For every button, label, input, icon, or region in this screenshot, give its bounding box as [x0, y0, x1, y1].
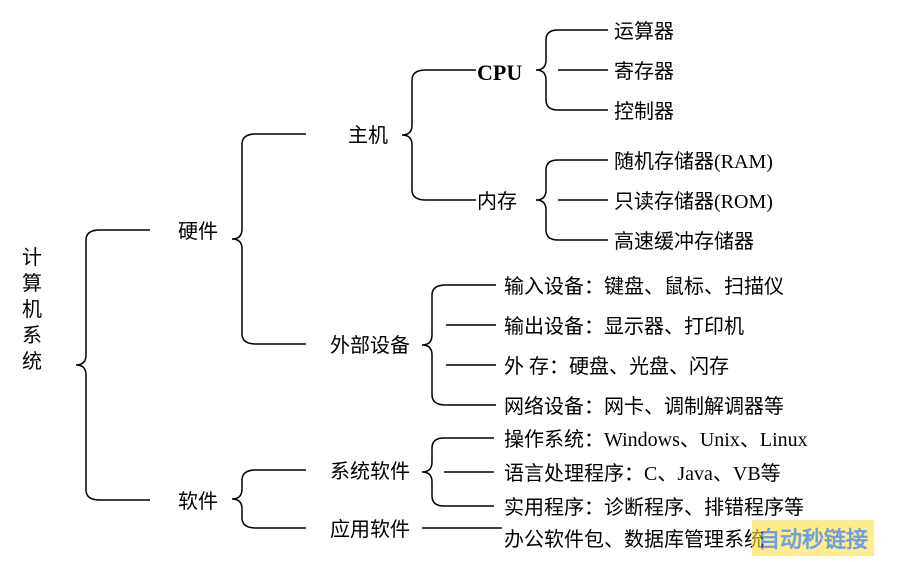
leaf-office: 办公软件包、数据库管理系统	[504, 528, 764, 552]
node-hardware: 硬件	[178, 220, 218, 244]
leaf-alu: 运算器	[614, 20, 674, 44]
node-peripheral: 外部设备	[330, 334, 410, 358]
node-memory: 内存	[477, 190, 517, 214]
root-char-2: 机	[22, 297, 42, 323]
root-char-0: 计	[22, 245, 42, 271]
node-cpu: CPU	[477, 60, 522, 86]
leaf-net: 网络设备：网卡、调制解调器等	[504, 395, 784, 419]
root-char-4: 统	[22, 349, 42, 375]
leaf-ram: 随机存储器(RAM)	[614, 150, 773, 174]
node-host: 主机	[348, 124, 388, 148]
node-sys-soft: 系统软件	[330, 460, 410, 484]
leaf-output: 输出设备：显示器、打印机	[504, 315, 744, 339]
leaf-cache: 高速缓冲存储器	[614, 230, 754, 254]
leaf-lang: 语言处理程序：C、Java、VB等	[504, 462, 781, 486]
leaf-ext: 外 存：硬盘、光盘、闪存	[504, 355, 729, 379]
root-char-3: 系	[22, 323, 42, 349]
node-software: 软件	[178, 490, 218, 514]
leaf-util: 实用程序：诊断程序、排错程序等	[504, 496, 804, 520]
leaf-os: 操作系统：Windows、Unix、Linux	[504, 428, 808, 452]
leaf-input: 输入设备：键盘、鼠标、扫描仪	[504, 275, 784, 299]
watermark-badge: 自动秒链接	[752, 520, 874, 556]
root-label: 计 算 机 系 统	[22, 245, 42, 375]
root-char-1: 算	[22, 271, 42, 297]
leaf-reg: 寄存器	[614, 60, 674, 84]
leaf-cu: 控制器	[614, 100, 674, 124]
leaf-rom: 只读存储器(ROM)	[614, 190, 773, 214]
node-app-soft: 应用软件	[330, 518, 410, 542]
